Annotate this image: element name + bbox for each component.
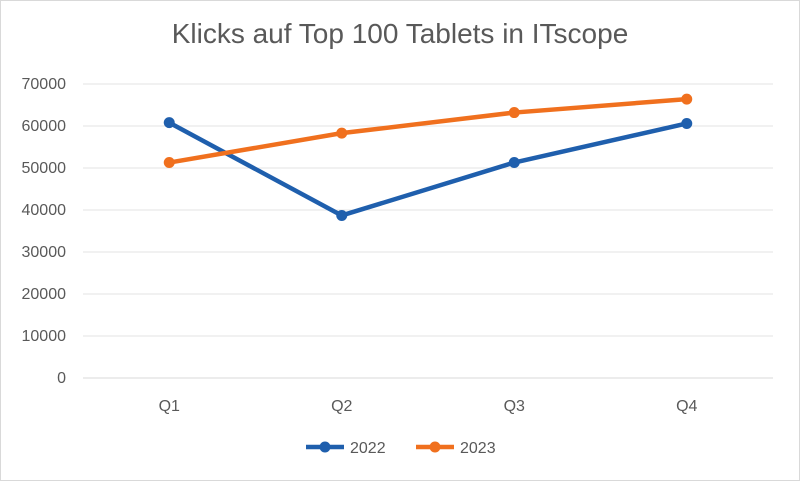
legend-swatch-marker (429, 441, 441, 453)
y-tick-label: 70000 (22, 76, 67, 93)
x-tick-label: Q2 (331, 398, 352, 415)
data-point (336, 209, 348, 221)
data-point (681, 93, 693, 105)
legend: 2022 2023 (306, 440, 496, 457)
y-tick-label: 20000 (22, 286, 67, 303)
x-tick-label: Q4 (676, 398, 697, 415)
gridlines (83, 83, 773, 379)
series-line (167, 96, 689, 165)
x-tick-label: Q1 (159, 398, 180, 415)
x-axis-ticks: Q1 Q2 Q3 Q4 (159, 398, 698, 415)
y-tick-label: 30000 (22, 244, 67, 261)
data-point (508, 157, 520, 169)
y-tick-label: 40000 (22, 202, 67, 219)
series-2022 (163, 117, 693, 221)
legend-item: 2023 (416, 440, 496, 457)
data-point (336, 127, 348, 139)
chart-title: Klicks auf Top 100 Tablets in ITscope (171, 18, 629, 49)
series-line (167, 120, 689, 218)
y-tick-label: 50000 (22, 160, 67, 177)
legend-label: 2022 (350, 440, 386, 457)
data-point (163, 157, 175, 169)
y-tick-label: 60000 (22, 118, 67, 135)
series-2023 (163, 93, 693, 169)
series-layer (163, 93, 693, 221)
y-axis-ticks: 0 10000 20000 30000 40000 50000 60000 70000 (22, 76, 67, 387)
y-tick-label: 10000 (22, 328, 67, 345)
data-point (508, 107, 520, 119)
x-tick-label: Q3 (504, 398, 525, 415)
y-tick-label: 0 (57, 370, 66, 387)
data-point (163, 117, 175, 129)
data-point (681, 117, 693, 129)
legend-swatch-marker (319, 441, 331, 453)
legend-item: 2022 (306, 440, 386, 457)
legend-label: 2023 (460, 440, 496, 457)
